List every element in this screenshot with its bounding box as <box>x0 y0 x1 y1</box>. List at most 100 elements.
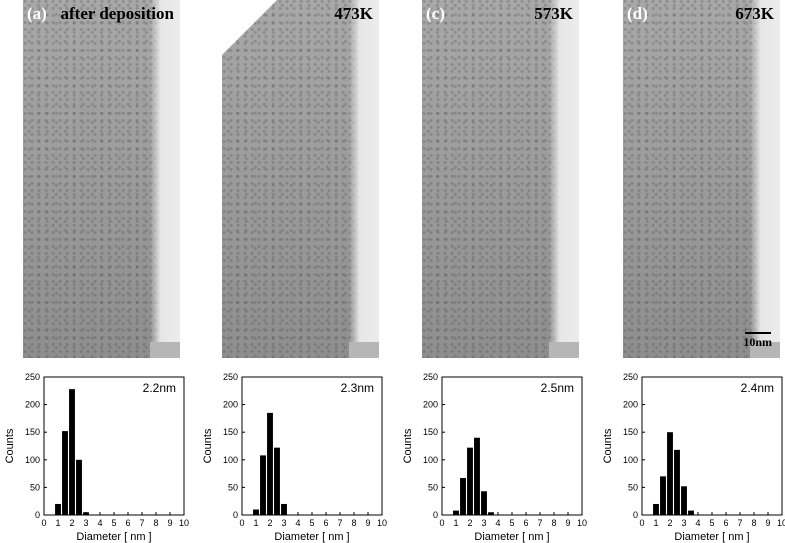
x-tick-label: 3 <box>481 518 486 528</box>
x-tick-label: 9 <box>565 518 570 528</box>
scale-bar-label: 10nm <box>743 335 772 349</box>
mean-diameter-annotation: 2.3nm <box>341 381 374 395</box>
histogram-bar <box>460 478 466 515</box>
histogram-a: 0 1 2 3 4 5 6 7 8 9 10 0 50 100 150 200 250 2.2nm Diameter… <box>0 364 195 543</box>
x-tick-label: 0 <box>239 518 244 528</box>
mean-diameter-annotation: 2.2nm <box>143 381 176 395</box>
x-tick-label: 9 <box>765 518 770 528</box>
y-tick-label: 250 <box>423 372 438 382</box>
y-tick-label: 100 <box>623 455 638 465</box>
histogram-d: 0 1 2 3 4 5 6 7 8 9 10 0 50 100 150 200 250 2.4nm Diameter… <box>598 364 785 543</box>
micrograph-edge <box>549 0 579 342</box>
x-tick-label: 7 <box>537 518 542 528</box>
x-tick-label: 4 <box>295 518 300 528</box>
micrograph-c: (c) 573K <box>422 0 579 358</box>
x-tick-label: 2 <box>69 518 74 528</box>
x-tick-label: 6 <box>523 518 528 528</box>
y-tick-label: 200 <box>623 400 638 410</box>
panel-title: after deposition <box>60 4 175 23</box>
y-tick-label: 250 <box>623 372 638 382</box>
x-tick-label: 3 <box>83 518 88 528</box>
micrograph-foot <box>549 342 579 358</box>
histogram-bar <box>660 476 666 515</box>
histogram-c: 0 1 2 3 4 5 6 7 8 9 10 0 50 100 150 200 250 2.5nm Diameter… <box>398 364 593 543</box>
micrograph-foot <box>349 342 379 358</box>
y-tick-label: 250 <box>25 372 40 382</box>
x-tick-label: 1 <box>653 518 658 528</box>
y-tick-label: 100 <box>25 455 40 465</box>
panel-label: (a) <box>27 4 47 23</box>
y-tick-label: 50 <box>428 482 438 492</box>
y-axis-label: Counts <box>4 428 16 463</box>
y-axis-label: Counts <box>602 428 614 463</box>
y-tick-label: 0 <box>35 510 40 520</box>
y-axis-label: Counts <box>202 428 214 463</box>
micrograph-a: (a) after deposition <box>23 0 180 358</box>
y-axis-label: Counts <box>402 428 414 463</box>
y-tick-label: 0 <box>633 510 638 520</box>
panel-title: 573K <box>534 4 573 23</box>
micrograph-edge <box>150 0 180 342</box>
x-tick-label: 0 <box>41 518 46 528</box>
x-tick-label: 3 <box>281 518 286 528</box>
x-tick-label: 7 <box>337 518 342 528</box>
histogram-bar <box>653 503 659 515</box>
histogram-bar <box>274 447 280 515</box>
micrograph-corner-cut <box>222 0 277 55</box>
histogram-bar <box>69 389 75 515</box>
y-tick-label: 150 <box>623 427 638 437</box>
panel-title: 473K <box>334 4 373 23</box>
x-tick-label: 7 <box>737 518 742 528</box>
x-tick-label: 0 <box>439 518 444 528</box>
panel-label: (b) <box>228 8 249 27</box>
panel-title: 673K <box>735 4 774 23</box>
x-tick-label: 10 <box>377 518 387 528</box>
histogram-bar <box>55 503 61 515</box>
micrograph-b: (b) 473K <box>222 0 379 358</box>
x-tick-label: 2 <box>467 518 472 528</box>
x-tick-label: 7 <box>139 518 144 528</box>
y-tick-label: 250 <box>223 372 238 382</box>
histogram-bar <box>267 412 273 515</box>
y-tick-label: 150 <box>223 427 238 437</box>
y-tick-label: 150 <box>423 427 438 437</box>
x-axis-label: Diameter [ nm ] <box>274 531 349 543</box>
x-tick-label: 10 <box>777 518 785 528</box>
x-tick-label: 10 <box>179 518 189 528</box>
scale-bar: 10nm <box>743 332 772 350</box>
y-tick-label: 50 <box>30 482 40 492</box>
histogram-bar <box>488 512 494 515</box>
x-tick-label: 5 <box>709 518 714 528</box>
histogram-bar <box>260 455 266 515</box>
histogram-bar <box>467 447 473 515</box>
mean-diameter-annotation: 2.5nm <box>541 381 574 395</box>
x-tick-label: 6 <box>723 518 728 528</box>
x-tick-label: 2 <box>667 518 672 528</box>
x-axis-label: Diameter [ nm ] <box>474 531 549 543</box>
x-tick-label: 3 <box>681 518 686 528</box>
x-tick-label: 6 <box>125 518 130 528</box>
y-tick-label: 200 <box>223 400 238 410</box>
x-tick-label: 5 <box>111 518 116 528</box>
x-tick-label: 8 <box>153 518 158 528</box>
x-tick-label: 4 <box>695 518 700 528</box>
y-tick-label: 100 <box>223 455 238 465</box>
x-tick-label: 0 <box>639 518 644 528</box>
histogram-bar <box>667 432 673 515</box>
histogram-bar <box>688 510 694 515</box>
x-tick-label: 5 <box>309 518 314 528</box>
x-tick-label: 1 <box>453 518 458 528</box>
histogram-b: 0 1 2 3 4 5 6 7 8 9 10 0 50 100 150 200 250 2.3nm Diameter… <box>198 364 393 543</box>
scale-bar-line <box>744 332 771 334</box>
micrograph-foot <box>750 342 780 358</box>
y-tick-label: 150 <box>25 427 40 437</box>
x-tick-label: 8 <box>351 518 356 528</box>
mean-diameter-annotation: 2.4nm <box>741 381 774 395</box>
y-tick-label: 50 <box>228 482 238 492</box>
histogram-bar <box>281 503 287 515</box>
histogram-bar <box>674 449 680 515</box>
y-tick-label: 200 <box>423 400 438 410</box>
x-tick-label: 10 <box>577 518 587 528</box>
micrograph-d: (d) 673K 10nm <box>623 0 780 358</box>
y-tick-label: 100 <box>423 455 438 465</box>
